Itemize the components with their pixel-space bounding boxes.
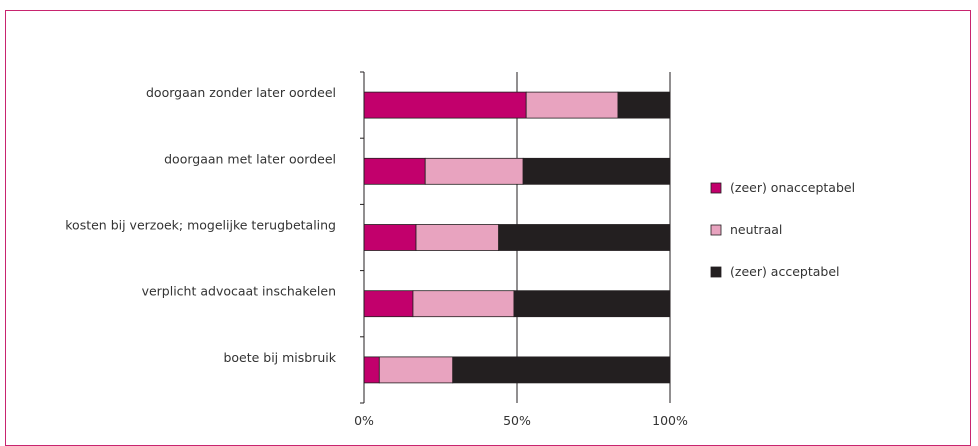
category-label: verplicht advocaat inschakelen bbox=[142, 284, 336, 299]
bar-segment-2-row-0 bbox=[617, 91, 671, 119]
legend-swatch bbox=[710, 182, 722, 194]
bar-segment-0-row-3 bbox=[363, 290, 414, 318]
x-tick-label: 50% bbox=[503, 413, 531, 428]
bar-segment-0-row-1 bbox=[363, 157, 426, 185]
bar-segment-1-row-1 bbox=[424, 157, 524, 185]
x-tick-label: 0% bbox=[354, 413, 374, 428]
bar-segment-1-row-0 bbox=[525, 91, 619, 119]
bar-segment-1-row-4 bbox=[378, 356, 454, 384]
category-label: kosten bij verzoek; mogelijke terugbetal… bbox=[65, 218, 336, 233]
legend-label: (zeer) onacceptabel bbox=[730, 180, 855, 195]
category-label: doorgaan met later oordeel bbox=[164, 151, 336, 166]
bar-segment-1-row-3 bbox=[412, 290, 515, 318]
bars bbox=[363, 91, 671, 384]
bar-segment-2-row-4 bbox=[452, 356, 671, 384]
tick-labels: 0% 50% 100% bbox=[354, 413, 688, 428]
bar-segment-2-row-2 bbox=[498, 224, 671, 251]
legend: (zeer) onacceptabel neutraal (zeer) accept… bbox=[710, 180, 855, 279]
category-labels: doorgaan zonder later oordeel doorgaan me… bbox=[65, 85, 337, 365]
bar-segment-1-row-2 bbox=[415, 224, 500, 251]
legend-label: (zeer) acceptabel bbox=[730, 264, 840, 279]
bar-segment-0-row-2 bbox=[363, 224, 417, 251]
bar-segment-2-row-1 bbox=[522, 157, 671, 185]
legend-swatch bbox=[710, 266, 722, 278]
legend-swatch bbox=[710, 224, 722, 236]
bar-segment-0-row-0 bbox=[363, 91, 527, 119]
category-label: doorgaan zonder later oordeel bbox=[146, 85, 336, 100]
legend-label: neutraal bbox=[730, 222, 782, 237]
bar-segment-0-row-4 bbox=[363, 356, 380, 384]
category-label: boete bij misbruik bbox=[223, 350, 336, 365]
bar-segment-2-row-3 bbox=[513, 290, 671, 318]
x-tick-label: 100% bbox=[652, 413, 688, 428]
axis bbox=[360, 71, 365, 404]
